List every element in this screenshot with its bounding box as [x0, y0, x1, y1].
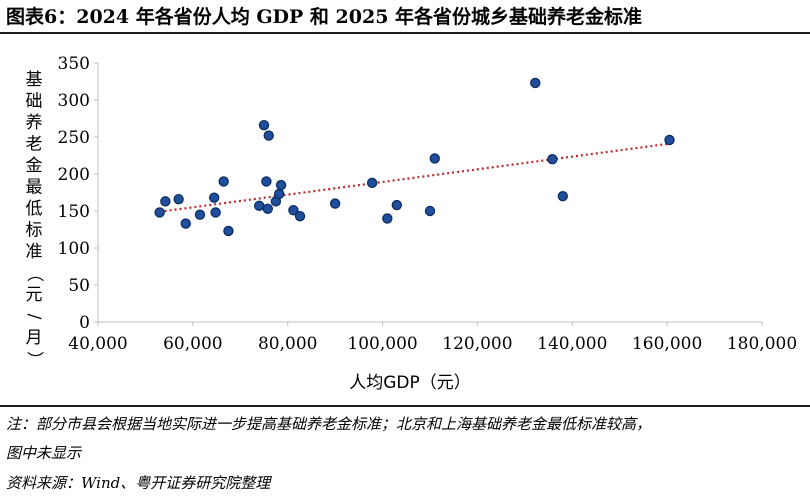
y-tick-labels: 0 50 100 150 200 250 300 350: [58, 54, 90, 333]
data-point: [194, 209, 206, 220]
y-axis-label-char: 老: [26, 135, 43, 155]
y-tick-label: 350: [58, 54, 90, 74]
x-axis-label: 人均GDP（元）: [349, 373, 471, 393]
y-tick-label: 250: [58, 128, 90, 148]
data-point: [557, 190, 569, 202]
data-point: [208, 192, 220, 203]
data-point: [329, 198, 341, 209]
data-point: [530, 77, 541, 89]
source-note: 资料来源：Wind、粤开证券研究院整理: [6, 474, 271, 492]
data-point: [254, 200, 265, 212]
data-point: [366, 177, 378, 189]
data-point: [173, 193, 184, 205]
data-point: [154, 207, 165, 218]
y-axis-label: 基础养老金最低标准 （ 元 / 月 ）: [24, 70, 44, 368]
data-point: [429, 153, 440, 164]
y-tick-label: 100: [58, 239, 90, 259]
data-point: [294, 210, 306, 222]
x-tick-label: 180,000: [727, 334, 797, 354]
data-point: [382, 213, 393, 224]
y-axis-label-char: 基: [26, 70, 43, 90]
y-axis-label-char: （: [24, 265, 44, 282]
data-point: [160, 196, 171, 207]
footnote-continued: 图中未显示: [6, 444, 82, 462]
data-point: [210, 207, 221, 218]
x-tick-label: 140,000: [537, 334, 607, 354]
notes-divider: [0, 405, 810, 407]
data-point: [424, 205, 436, 217]
y-axis-label-char: ）: [24, 351, 44, 368]
data-point: [263, 130, 274, 141]
y-axis-label-char: 月: [26, 328, 43, 348]
data-point: [262, 203, 273, 214]
y-axis-label-char: 低: [26, 199, 43, 219]
y-axis-label-char: 准: [26, 242, 43, 262]
y-tick-label: 50: [68, 276, 90, 296]
y-axis-label-char: 础: [26, 92, 43, 112]
y-axis-label-char: 最: [26, 178, 43, 198]
data-point: [273, 188, 285, 200]
data-points: [154, 77, 675, 237]
data-point: [391, 199, 402, 211]
data-point: [288, 205, 299, 216]
data-point: [258, 119, 270, 131]
x-tick-label: 40,000: [68, 334, 127, 354]
data-point: [547, 153, 558, 165]
data-point: [218, 176, 229, 187]
y-axis-label-char: 标: [26, 221, 43, 241]
footnote: 注：部分市县会根据当地实际进一步提高基础养老金标准；北京和上海基础养老金最低标准…: [6, 415, 652, 433]
y-tick-label: 200: [58, 165, 90, 185]
y-tick-label: 150: [58, 202, 90, 222]
x-tick-label: 120,000: [442, 334, 512, 354]
data-point: [275, 179, 287, 191]
x-tick-label: 160,000: [632, 334, 702, 354]
data-point: [223, 225, 234, 237]
trend-line: [159, 142, 670, 213]
x-tick-labels: 40,000 60,000 80,000 100,000 120,000 140,000 1…: [68, 334, 797, 354]
y-tick-label: 0: [79, 313, 90, 333]
data-point: [261, 176, 272, 187]
axes: [94, 62, 763, 326]
title-divider: [0, 32, 810, 34]
data-point: [664, 134, 675, 146]
y-tick-label: 300: [58, 91, 90, 111]
x-tick-label: 60,000: [163, 334, 222, 354]
y-axis-label-char: 养: [26, 113, 43, 133]
x-tick-label: 100,000: [347, 334, 417, 354]
scatter-chart: 0 50 100 150 200 250 300 350 40,000 60,000 80,000…: [24, 54, 797, 393]
data-point: [180, 218, 191, 229]
chart-title: 图表6：2024 年各省份人均 GDP 和 2025 年各省份城乡基础养老金标准: [6, 6, 643, 28]
y-axis-label-char: 金: [26, 156, 43, 176]
y-axis-label-char: 元: [26, 285, 43, 305]
y-axis-label-char: /: [24, 314, 44, 320]
x-tick-label: 80,000: [258, 334, 317, 354]
